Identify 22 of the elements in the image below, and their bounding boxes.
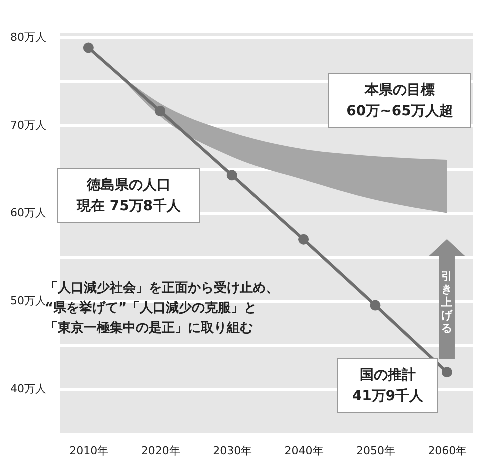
point <box>83 42 94 54</box>
y-tick-label: 70万人 <box>10 118 46 132</box>
x-tick-label: 2050年 <box>356 444 396 458</box>
y-tick-label: 80万人 <box>10 30 46 44</box>
annotation: 「人口減少社会」を正面から受け止め、“県を挙げて”「人口減少の克服」と「東京一極集中の是正」に取り組む <box>45 280 279 336</box>
y-tick-label: 40万人 <box>10 382 46 396</box>
x-tick-label: 2040年 <box>284 444 324 458</box>
y-tick-label: 50万人 <box>10 294 46 308</box>
point <box>298 234 310 245</box>
annotation: 引き上げる <box>440 270 454 335</box>
x-tick-label: 2020年 <box>141 444 180 458</box>
annotation: 徳島県の人口現在 75万8千人 <box>76 178 182 214</box>
point <box>155 106 166 116</box>
x-tick-label: 2060年 <box>428 444 468 458</box>
point <box>442 367 452 378</box>
point <box>370 300 381 311</box>
annotation: 本県の目標60万~65万人超 <box>346 82 454 120</box>
annotation: 国の推計41万9千人 <box>352 368 425 404</box>
x-tick-label: 2030年 <box>213 444 252 458</box>
y-tick-label: 60万人 <box>10 206 46 220</box>
point <box>226 170 238 181</box>
x-tick-label: 2010年 <box>70 444 109 458</box>
